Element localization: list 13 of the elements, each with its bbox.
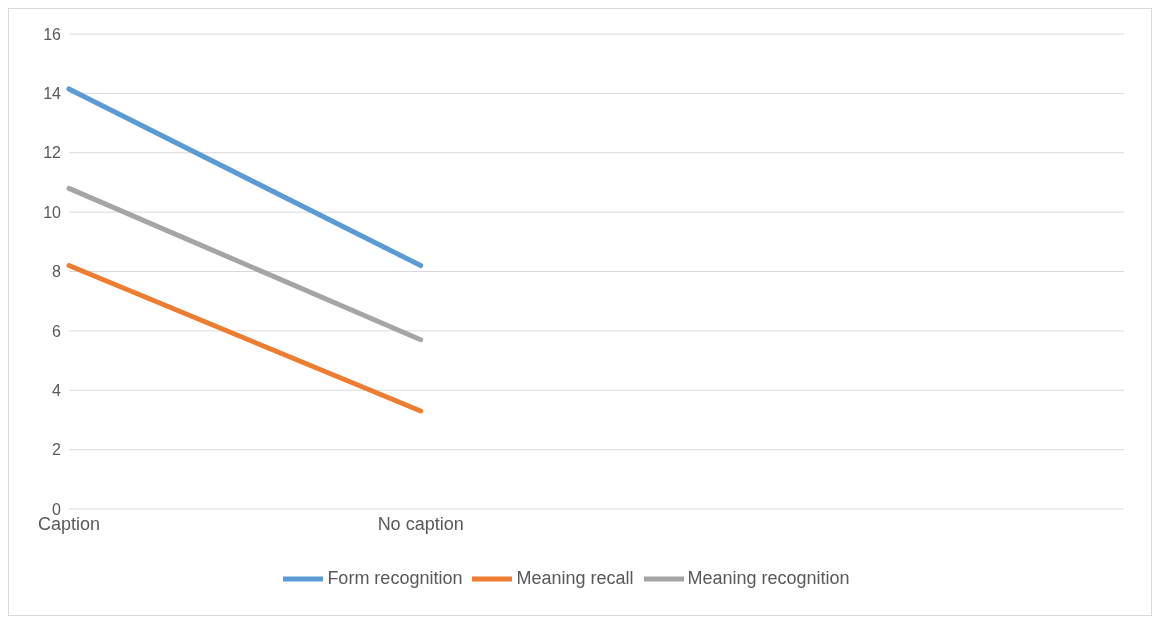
legend-label: Meaning recall [516, 567, 634, 588]
y-tick-label: 4 [52, 381, 62, 399]
y-tick-label: 2 [52, 441, 62, 459]
y-tick-label: 10 [43, 203, 62, 221]
y-tick-label: 8 [52, 263, 62, 281]
y-tick-label: 6 [52, 322, 62, 340]
legend-label: Meaning recognition [687, 567, 850, 588]
y-tick-label: 16 [43, 25, 62, 43]
y-tick-label: 14 [43, 85, 62, 103]
y-tick-label: 12 [43, 144, 62, 162]
x-tick-label: No caption [377, 513, 464, 534]
y-tick-label: 0 [52, 500, 62, 518]
legend-label: Form recognition [327, 567, 463, 588]
